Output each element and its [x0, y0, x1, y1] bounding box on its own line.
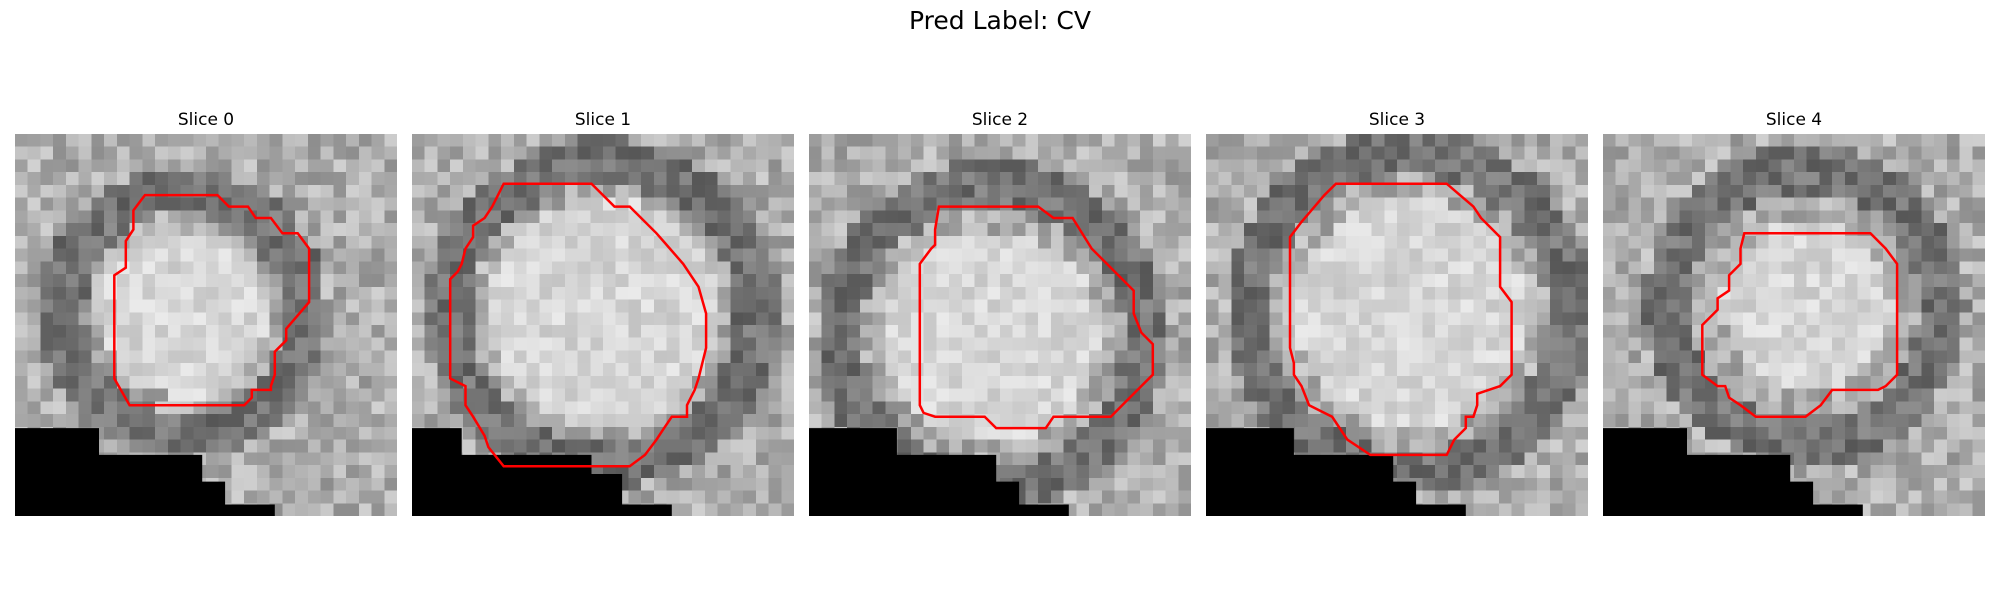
slice-title: Slice 1 — [574, 110, 632, 130]
slice-title: Slice 0 — [177, 110, 235, 130]
segmentation-overlay — [1603, 232, 1899, 516]
figure-title: Pred Label: CV — [909, 6, 1091, 35]
pred-contour — [1288, 182, 1513, 457]
pred-contour — [448, 182, 708, 468]
corner-mask — [1603, 428, 1863, 516]
slice-image — [412, 134, 794, 516]
segmentation-overlay — [15, 193, 311, 516]
segmentation-overlay — [1206, 182, 1513, 516]
pred-contour — [918, 205, 1155, 430]
segmentation-overlay — [809, 205, 1155, 516]
corner-mask — [15, 428, 275, 516]
segmentation-overlay — [412, 182, 708, 516]
corner-mask — [412, 428, 672, 516]
corner-mask — [1206, 428, 1466, 516]
pred-contour — [113, 193, 311, 407]
corner-mask — [809, 428, 1069, 516]
slice-title: Slice 4 — [1765, 110, 1823, 130]
slice-title: Slice 2 — [971, 110, 1029, 130]
slice-title: Slice 3 — [1368, 110, 1426, 130]
pred-contour — [1701, 232, 1899, 418]
